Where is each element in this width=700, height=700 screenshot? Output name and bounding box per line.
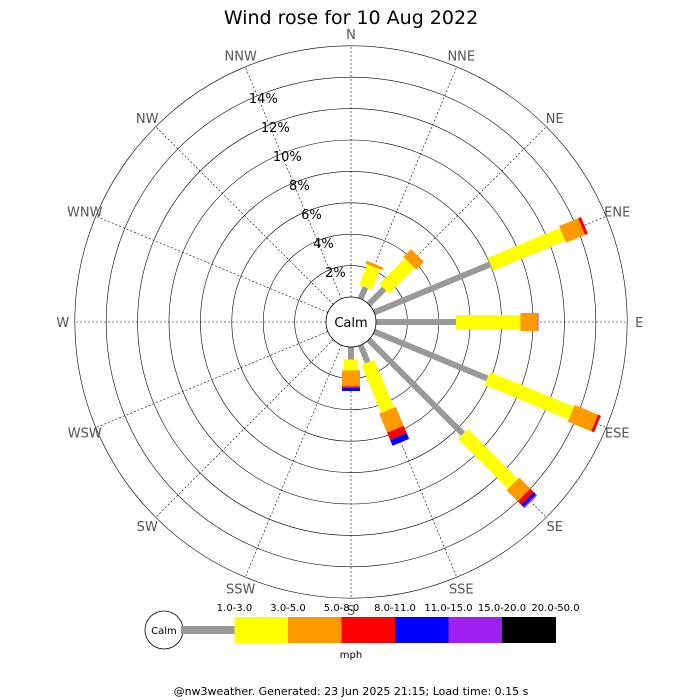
calm-circle-shape <box>325 296 377 348</box>
key-label-2: 5.0-8.0 <box>324 603 359 614</box>
petal-segment-sse-2 <box>379 406 404 433</box>
direction-label-sse: SSE <box>449 582 474 597</box>
petal-segment-nne-0 <box>357 286 369 301</box>
petal-segment-ene-3 <box>578 217 588 235</box>
direction-label-sw: SW <box>137 520 158 535</box>
key-label-4: 11.0-15.0 <box>424 603 472 614</box>
petal-segment-se-5 <box>523 494 538 509</box>
key-swatch-5 <box>448 617 503 643</box>
direction-label-nw: NW <box>136 112 159 127</box>
direction-label-ese: ESE <box>605 426 630 441</box>
key-label-1: 3.0-5.0 <box>270 603 305 614</box>
grid-spoke <box>155 339 334 518</box>
ring-label: 14% <box>249 92 278 107</box>
grid-spoke <box>360 66 457 300</box>
ring-label: 2% <box>325 266 346 281</box>
key-swatch-6 <box>502 617 556 643</box>
petal-segment-se-0 <box>366 337 466 437</box>
direction-label-nne: NNE <box>447 50 475 65</box>
direction-label-w: W <box>56 316 69 331</box>
grid-spoke <box>95 331 329 428</box>
petal-segment-se-3 <box>517 488 534 505</box>
grid-spoke <box>155 126 334 305</box>
petal-segment-se-2 <box>506 477 531 502</box>
direction-labels: N NNE NE ENE E ESE SE SSE S SSW SW WSW W WNW NW NNW <box>56 28 643 619</box>
key-swatch-1 <box>234 617 289 643</box>
key-swatch-4 <box>395 617 449 643</box>
petal-segment-se-4 <box>521 492 537 508</box>
calm-label: Calm <box>334 316 367 331</box>
key-calm-label: Calm <box>151 626 177 637</box>
petal-segment-ne-0 <box>366 286 387 307</box>
direction-label-s: S <box>347 604 355 619</box>
key-label-5: 15.0-20.0 <box>478 603 526 614</box>
calm-circle: Calm <box>325 296 377 348</box>
petal-segment-ese-0 <box>372 328 489 382</box>
ring-label: 4% <box>313 237 334 252</box>
petal-segment-ese-1 <box>484 371 575 420</box>
key-label-6: 20.0-50.0 <box>531 603 579 614</box>
key-label-0: 1.0-3.0 <box>217 603 252 614</box>
petal-segment-se-1 <box>458 429 518 489</box>
ring-labels: 2% 4% 6% 8% 10% 12% 14% <box>249 92 346 281</box>
footer-text: @nw3weather. Generated: 23 Jun 2025 21:1… <box>174 685 529 698</box>
petal-segment-nne-1 <box>358 264 381 290</box>
petal-segment-sse-1 <box>361 359 395 414</box>
ring-label: 6% <box>301 208 322 223</box>
petal-segment-ese-2 <box>567 404 599 432</box>
petal-segment-nne-2 <box>365 260 384 271</box>
petals <box>342 217 601 509</box>
ring-label: 12% <box>261 121 290 136</box>
grid-spoke <box>245 344 342 578</box>
petal-segment-ene-2 <box>559 218 585 243</box>
key-swatch-2 <box>288 617 342 643</box>
direction-label-nnw: NNW <box>225 50 257 65</box>
direction-label-e: E <box>635 316 643 331</box>
petal-segment-ne-1 <box>379 258 415 294</box>
petal-segment-ene-0 <box>372 261 492 316</box>
grid-ring <box>105 76 597 568</box>
direction-label-wnw: WNW <box>67 206 103 221</box>
chart-title: Wind rose for 10 Aug 2022 <box>224 7 478 29</box>
grid-ring <box>74 45 628 599</box>
direction-label-n: N <box>346 28 356 43</box>
petal-segment-sse-0 <box>357 343 371 364</box>
petal-segment-ese-3 <box>591 414 601 433</box>
direction-label-ene: ENE <box>604 206 630 221</box>
key-swatch-0 <box>181 626 235 634</box>
petal-segment-sse-3 <box>387 425 407 440</box>
ring-label: 10% <box>273 150 302 165</box>
grid-spoke <box>245 66 342 300</box>
ring-label: 8% <box>289 179 310 194</box>
petal-segment-ene-1 <box>487 227 566 271</box>
key-label-3: 8.0-11.0 <box>374 603 416 614</box>
direction-label-ne: NE <box>546 112 564 127</box>
key-swatch-3 <box>341 617 396 643</box>
key-unit-label: mph <box>340 650 362 661</box>
petal-segment-ne-2 <box>403 249 424 270</box>
direction-label-se: SE <box>547 520 563 535</box>
direction-label-ssw: SSW <box>226 582 256 597</box>
petal-segment-sse-4 <box>390 433 410 446</box>
grid-spoke <box>95 216 329 313</box>
direction-label-wsw: WSW <box>68 426 102 441</box>
speed-key: Calm 1.0-3.0 3.0-5.0 5.0-8.0 8.0-11.0 11.0-1… <box>144 603 580 661</box>
